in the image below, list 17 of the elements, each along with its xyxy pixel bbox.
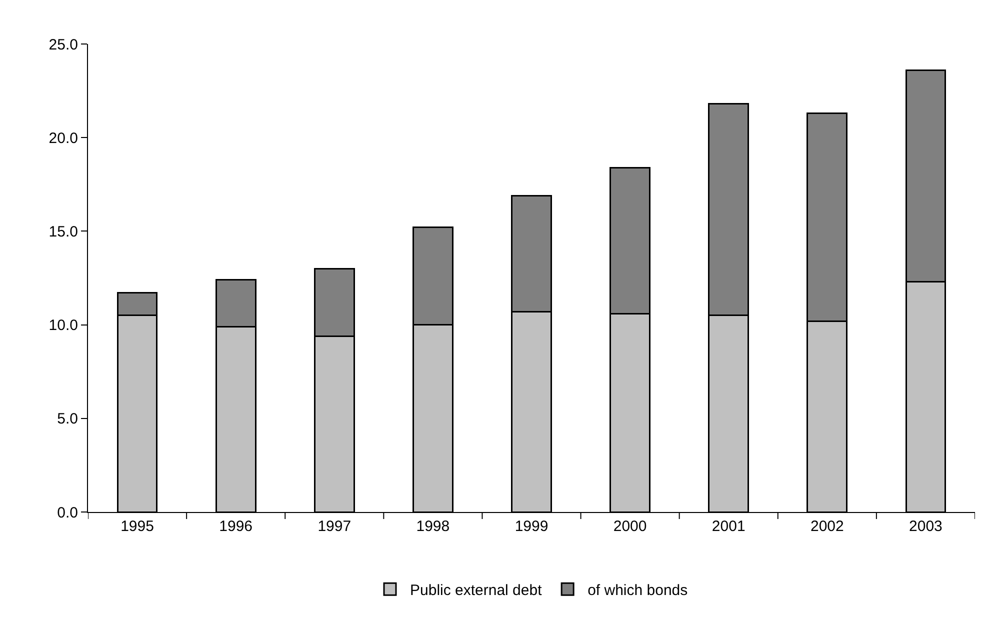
x-tick-label: 2002 [810, 518, 844, 535]
legend-label: Public external debt [410, 582, 543, 599]
y-tick-label: 5.0 [57, 410, 78, 428]
y-tick-label: 25.0 [48, 36, 78, 54]
legend-label: of which bonds [588, 582, 688, 599]
x-tick-label: 1997 [318, 518, 352, 535]
x-tick-label: 1996 [219, 518, 253, 535]
x-tick-label: 1998 [416, 518, 450, 535]
x-tick-label: 2001 [712, 518, 746, 535]
x-tick-label: 2003 [909, 518, 942, 535]
y-tick-label: 10.0 [48, 317, 78, 334]
y-tick-label: 15.0 [48, 223, 78, 240]
x-tick-label: 1995 [120, 518, 154, 535]
y-tick-label: 0.0 [57, 504, 78, 522]
y-tick-label: 20.0 [48, 130, 78, 147]
x-tick-label: 1999 [514, 518, 548, 535]
x-tick-label: 2000 [613, 518, 647, 535]
